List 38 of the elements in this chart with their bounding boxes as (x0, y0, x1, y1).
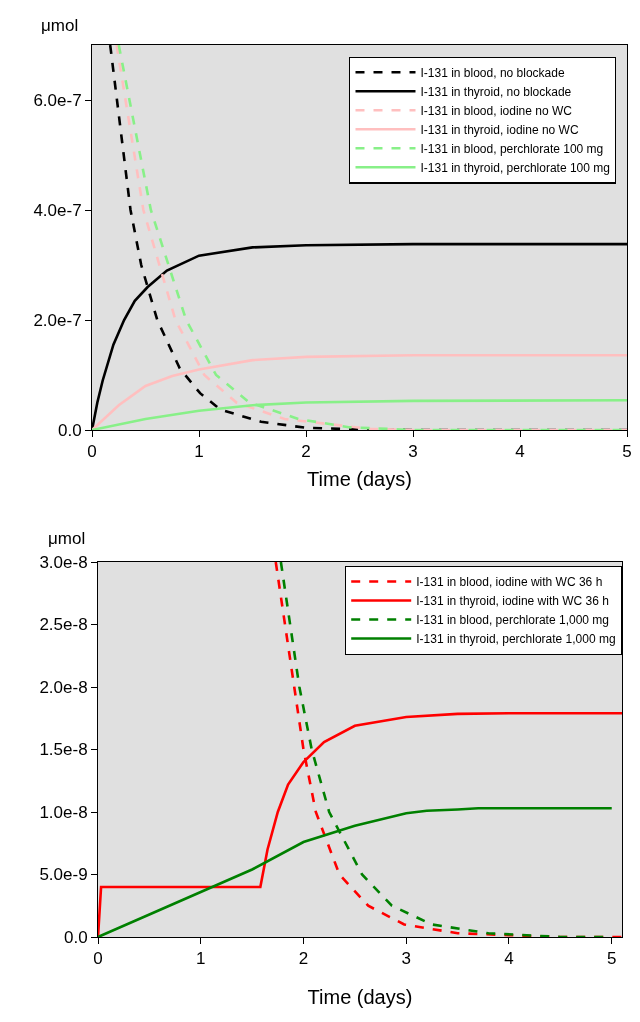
y-axis-title: μmol (48, 529, 86, 548)
x-tick-label: 2 (298, 949, 309, 969)
y-axis-title: μmol (41, 16, 79, 35)
legend-label: I-131 in thyroid, perchlorate 100 mg (420, 160, 610, 175)
x-tick-label: 1 (194, 442, 204, 462)
x-axis-title: Time (days) (307, 985, 413, 1008)
x-tick-label: 1 (196, 949, 206, 969)
y-tick-label: 4.0e-7 (33, 200, 82, 220)
y-tick-label: 2.5e-8 (39, 615, 88, 635)
x-tick-label: 5 (607, 949, 617, 969)
y-tick-label: 0.0 (63, 927, 88, 947)
legend-label: I-131 in thyroid, iodine with WC 36 h (416, 594, 609, 609)
y-tick-label: 6.0e-7 (33, 90, 82, 110)
legend-label: I-131 in thyroid, iodine no WC (420, 122, 579, 137)
x-tick-label: 3 (401, 949, 411, 969)
x-tick-label: 5 (622, 442, 632, 462)
legend-label: I-131 in blood, perchlorate 1,000 mg (416, 613, 609, 628)
legend-label: I-131 in blood, perchlorate 100 mg (420, 141, 604, 156)
line-series (92, 353, 627, 430)
y-tick-label: 2.0e-8 (39, 677, 88, 697)
legend-label: I-131 in blood, iodine no WC (420, 103, 573, 118)
x-axis-title: Time (days) (307, 468, 412, 490)
legend-label: I-131 in blood, iodine with WC 36 h (416, 575, 603, 590)
x-tick-label: 4 (515, 442, 525, 462)
y-tick-label: 0.0 (57, 420, 82, 440)
x-tick-label: 0 (93, 949, 103, 969)
y-tick-label: 3.0e-8 (39, 552, 88, 572)
y-tick-label: 5.0e-9 (39, 865, 88, 885)
x-tick-label: 2 (301, 442, 311, 462)
y-tick-label: 1.0e-8 (39, 802, 88, 822)
x-tick-label: 3 (408, 442, 418, 462)
x-tick-label: 4 (504, 949, 514, 969)
legend-label: I-131 in blood, no blockade (420, 65, 565, 80)
legend-label: I-131 in thyroid, perchlorate 1,000 mg (416, 632, 616, 647)
legend-label: I-131 in thyroid, no blockade (420, 84, 572, 99)
y-tick-label: 2.0e-7 (33, 310, 82, 330)
y-tick-label: 1.5e-8 (39, 740, 88, 760)
x-tick-label: 0 (87, 442, 97, 462)
